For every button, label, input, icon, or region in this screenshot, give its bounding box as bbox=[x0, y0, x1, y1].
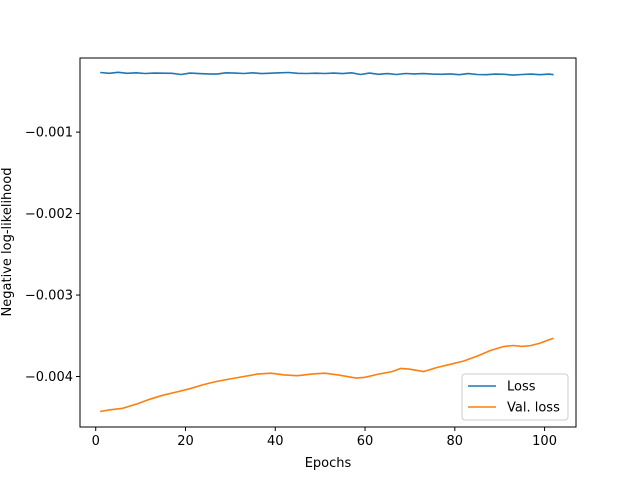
x-tick-label: 20 bbox=[177, 434, 194, 449]
y-tick-label: −0.002 bbox=[25, 207, 73, 222]
x-tick-label: 40 bbox=[267, 434, 284, 449]
y-tick-label: −0.004 bbox=[25, 370, 73, 385]
legend-entry-label: Loss bbox=[507, 380, 536, 395]
y-tick-label: −0.001 bbox=[25, 126, 73, 141]
series-line-loss bbox=[100, 71, 554, 76]
legend-entry-label: Val. loss bbox=[507, 401, 560, 416]
x-axis-label: Epochs bbox=[305, 456, 352, 471]
x-tick-label: 100 bbox=[532, 434, 557, 449]
axis-ticks: 0 20 40 60 80 100 −0.001 −0.002 −0.003 −0.004 bbox=[25, 126, 557, 449]
x-tick-label: 80 bbox=[447, 434, 464, 449]
y-tick-label: −0.003 bbox=[25, 289, 73, 304]
x-tick-label: 0 bbox=[92, 434, 100, 449]
series-line-val-loss bbox=[100, 337, 554, 413]
legend: Loss Val. loss bbox=[461, 373, 569, 421]
x-tick-label: 60 bbox=[357, 434, 374, 449]
plot-area bbox=[100, 71, 554, 413]
plot-frame bbox=[79, 57, 577, 428]
y-axis-label: Negative log-likelihood bbox=[0, 168, 15, 317]
